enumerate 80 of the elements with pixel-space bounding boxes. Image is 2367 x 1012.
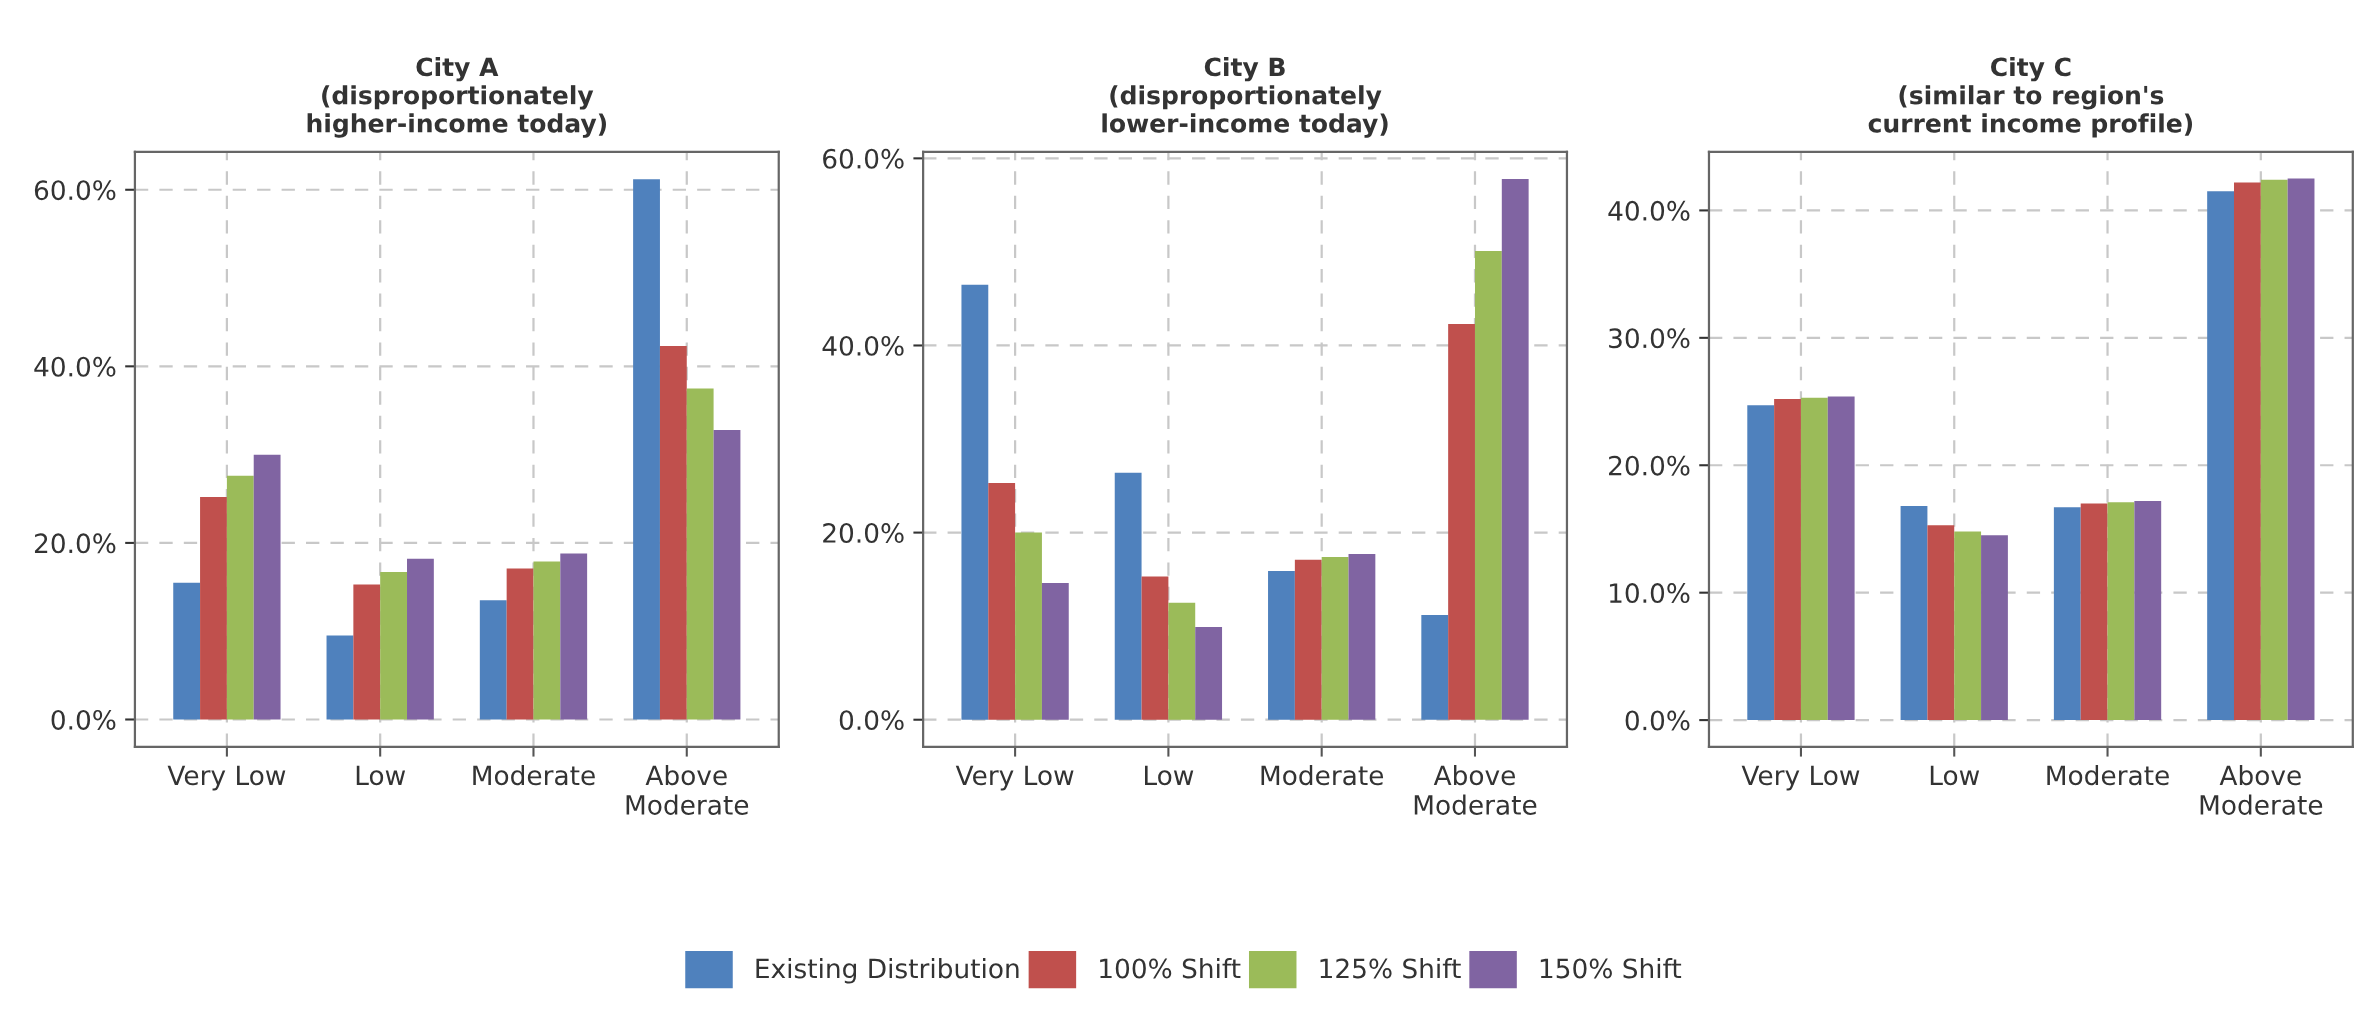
x-tick-label: Above Moderate — [2200, 764, 2323, 815]
bar — [560, 553, 588, 720]
bar — [2260, 179, 2288, 721]
bar — [2134, 500, 2162, 721]
bar — [1900, 506, 1928, 721]
x-tick-label: Very Low — [167, 765, 286, 791]
bar — [1141, 576, 1169, 720]
bar — [2053, 507, 2081, 721]
y-tick-label: 30.0% — [1609, 328, 1690, 349]
bar — [633, 179, 660, 720]
bar — [988, 483, 1016, 720]
y-tick-label: 60.0% — [34, 180, 116, 201]
bar — [961, 284, 989, 720]
bar — [2234, 182, 2261, 721]
chart-title: City C (similar to region's current income profile) — [1868, 56, 2193, 138]
bar — [1041, 583, 1069, 720]
bar — [479, 600, 507, 720]
bar — [1015, 532, 1042, 720]
y-tick-label: 40.0% — [1608, 200, 1690, 221]
y-tick-label: 20.0% — [34, 533, 116, 554]
bar — [1421, 614, 1449, 720]
y-tick-label: 0.0% — [1625, 710, 1690, 731]
bar — [253, 454, 281, 720]
legend-label: 100% Shift — [1100, 958, 1241, 979]
bar — [1448, 323, 1475, 720]
chart-title: City A (disproportionately higher-income today) — [307, 56, 606, 138]
y-tick-label: 40.0% — [822, 335, 904, 356]
bar — [200, 497, 227, 720]
bar — [353, 584, 381, 720]
x-tick-label: Low — [1930, 765, 1980, 786]
x-tick-label: Above Moderate — [626, 764, 749, 815]
x-tick-label: Moderate — [473, 764, 595, 786]
y-tick-label: 20.0% — [823, 523, 904, 543]
bar — [1501, 178, 1529, 720]
bar — [1800, 397, 1828, 721]
y-tick-label: 40.0% — [34, 356, 116, 377]
bar — [1348, 554, 1376, 720]
bar — [1981, 535, 2008, 721]
bar — [173, 582, 201, 720]
bar — [380, 572, 408, 720]
bar — [1294, 559, 1322, 720]
bar — [1321, 556, 1349, 720]
x-tick-label: Very Low — [955, 765, 1074, 791]
bar — [2107, 502, 2135, 721]
bar — [326, 635, 354, 720]
bar — [2080, 503, 2108, 721]
y-tick-label: 20.0% — [1609, 455, 1690, 476]
bar — [2207, 191, 2234, 721]
bar — [1747, 405, 1775, 721]
legend-label: Existing Distribution — [756, 958, 1019, 984]
y-tick-label: 10.0% — [1609, 583, 1690, 604]
x-tick-label: Above Moderate — [1414, 764, 1537, 815]
x-tick-label: Low — [356, 765, 406, 786]
bar — [1474, 250, 1502, 720]
bar — [1827, 396, 1855, 721]
bar — [407, 558, 434, 720]
x-tick-label: Very Low — [1741, 765, 1860, 791]
bar — [1114, 472, 1142, 720]
bar — [2287, 178, 2315, 721]
bar — [1195, 627, 1223, 720]
x-tick-label: Moderate — [2047, 764, 2169, 786]
legend-label: 125% Shift — [1320, 958, 1461, 979]
chart-title: City B (disproportionately lower-income today) — [1102, 56, 1388, 138]
y-tick-label: 0.0% — [839, 710, 904, 731]
x-tick-label: Moderate — [1261, 764, 1384, 786]
bar — [659, 346, 687, 720]
bar — [1774, 399, 1801, 721]
bar — [686, 388, 714, 720]
bar — [1268, 570, 1295, 720]
y-tick-label: 60.0% — [823, 148, 904, 169]
bar — [506, 568, 534, 720]
bar — [533, 561, 561, 720]
bar — [1168, 602, 1196, 720]
bar — [1954, 531, 1982, 721]
x-tick-label: Low — [1145, 765, 1194, 786]
y-tick-label: 0.0% — [51, 709, 116, 730]
bar — [1927, 525, 1955, 721]
legend-label: 150% Shift — [1540, 958, 1682, 979]
bar — [226, 475, 254, 720]
bar — [713, 429, 741, 720]
